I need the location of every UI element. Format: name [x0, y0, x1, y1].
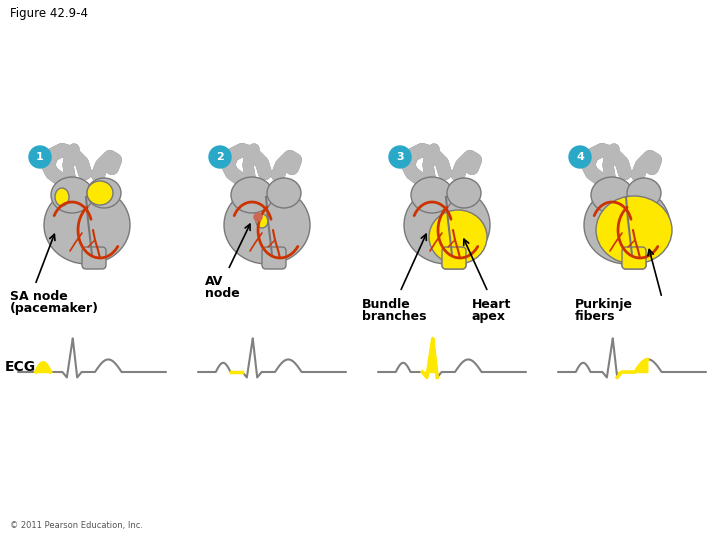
- Ellipse shape: [55, 188, 69, 206]
- Circle shape: [29, 146, 51, 168]
- Ellipse shape: [596, 196, 672, 264]
- Text: 3: 3: [396, 152, 404, 162]
- Text: branches: branches: [362, 310, 426, 323]
- Ellipse shape: [267, 178, 301, 208]
- Circle shape: [209, 146, 231, 168]
- Ellipse shape: [429, 210, 487, 264]
- Ellipse shape: [584, 186, 670, 264]
- FancyBboxPatch shape: [442, 247, 466, 269]
- FancyBboxPatch shape: [622, 247, 646, 269]
- FancyBboxPatch shape: [82, 247, 106, 269]
- Ellipse shape: [231, 177, 273, 213]
- Text: apex: apex: [472, 310, 506, 323]
- Ellipse shape: [87, 181, 113, 205]
- Text: 2: 2: [216, 152, 224, 162]
- FancyBboxPatch shape: [622, 247, 646, 269]
- Text: AV: AV: [205, 275, 223, 288]
- Text: 1: 1: [36, 152, 44, 162]
- Ellipse shape: [87, 178, 121, 208]
- Ellipse shape: [411, 177, 453, 213]
- Ellipse shape: [627, 178, 661, 208]
- Text: Heart: Heart: [472, 298, 511, 311]
- Text: Bundle: Bundle: [362, 298, 410, 311]
- Ellipse shape: [44, 186, 130, 264]
- Ellipse shape: [591, 177, 633, 213]
- Text: SA node: SA node: [10, 290, 68, 303]
- Text: Purkinje: Purkinje: [575, 298, 633, 311]
- Ellipse shape: [224, 186, 310, 264]
- Ellipse shape: [51, 177, 93, 213]
- Text: 4: 4: [576, 152, 584, 162]
- Text: ECG: ECG: [5, 360, 36, 374]
- Ellipse shape: [256, 214, 268, 228]
- Text: © 2011 Pearson Education, Inc.: © 2011 Pearson Education, Inc.: [10, 521, 143, 530]
- Text: Figure 42.9-4: Figure 42.9-4: [10, 7, 88, 20]
- Ellipse shape: [404, 186, 490, 264]
- Circle shape: [254, 213, 262, 221]
- FancyBboxPatch shape: [262, 247, 286, 269]
- FancyBboxPatch shape: [442, 247, 466, 269]
- Text: node: node: [205, 287, 240, 300]
- Circle shape: [569, 146, 591, 168]
- Text: fibers: fibers: [575, 310, 616, 323]
- Circle shape: [389, 146, 411, 168]
- Ellipse shape: [447, 178, 481, 208]
- Text: (pacemaker): (pacemaker): [10, 302, 99, 315]
